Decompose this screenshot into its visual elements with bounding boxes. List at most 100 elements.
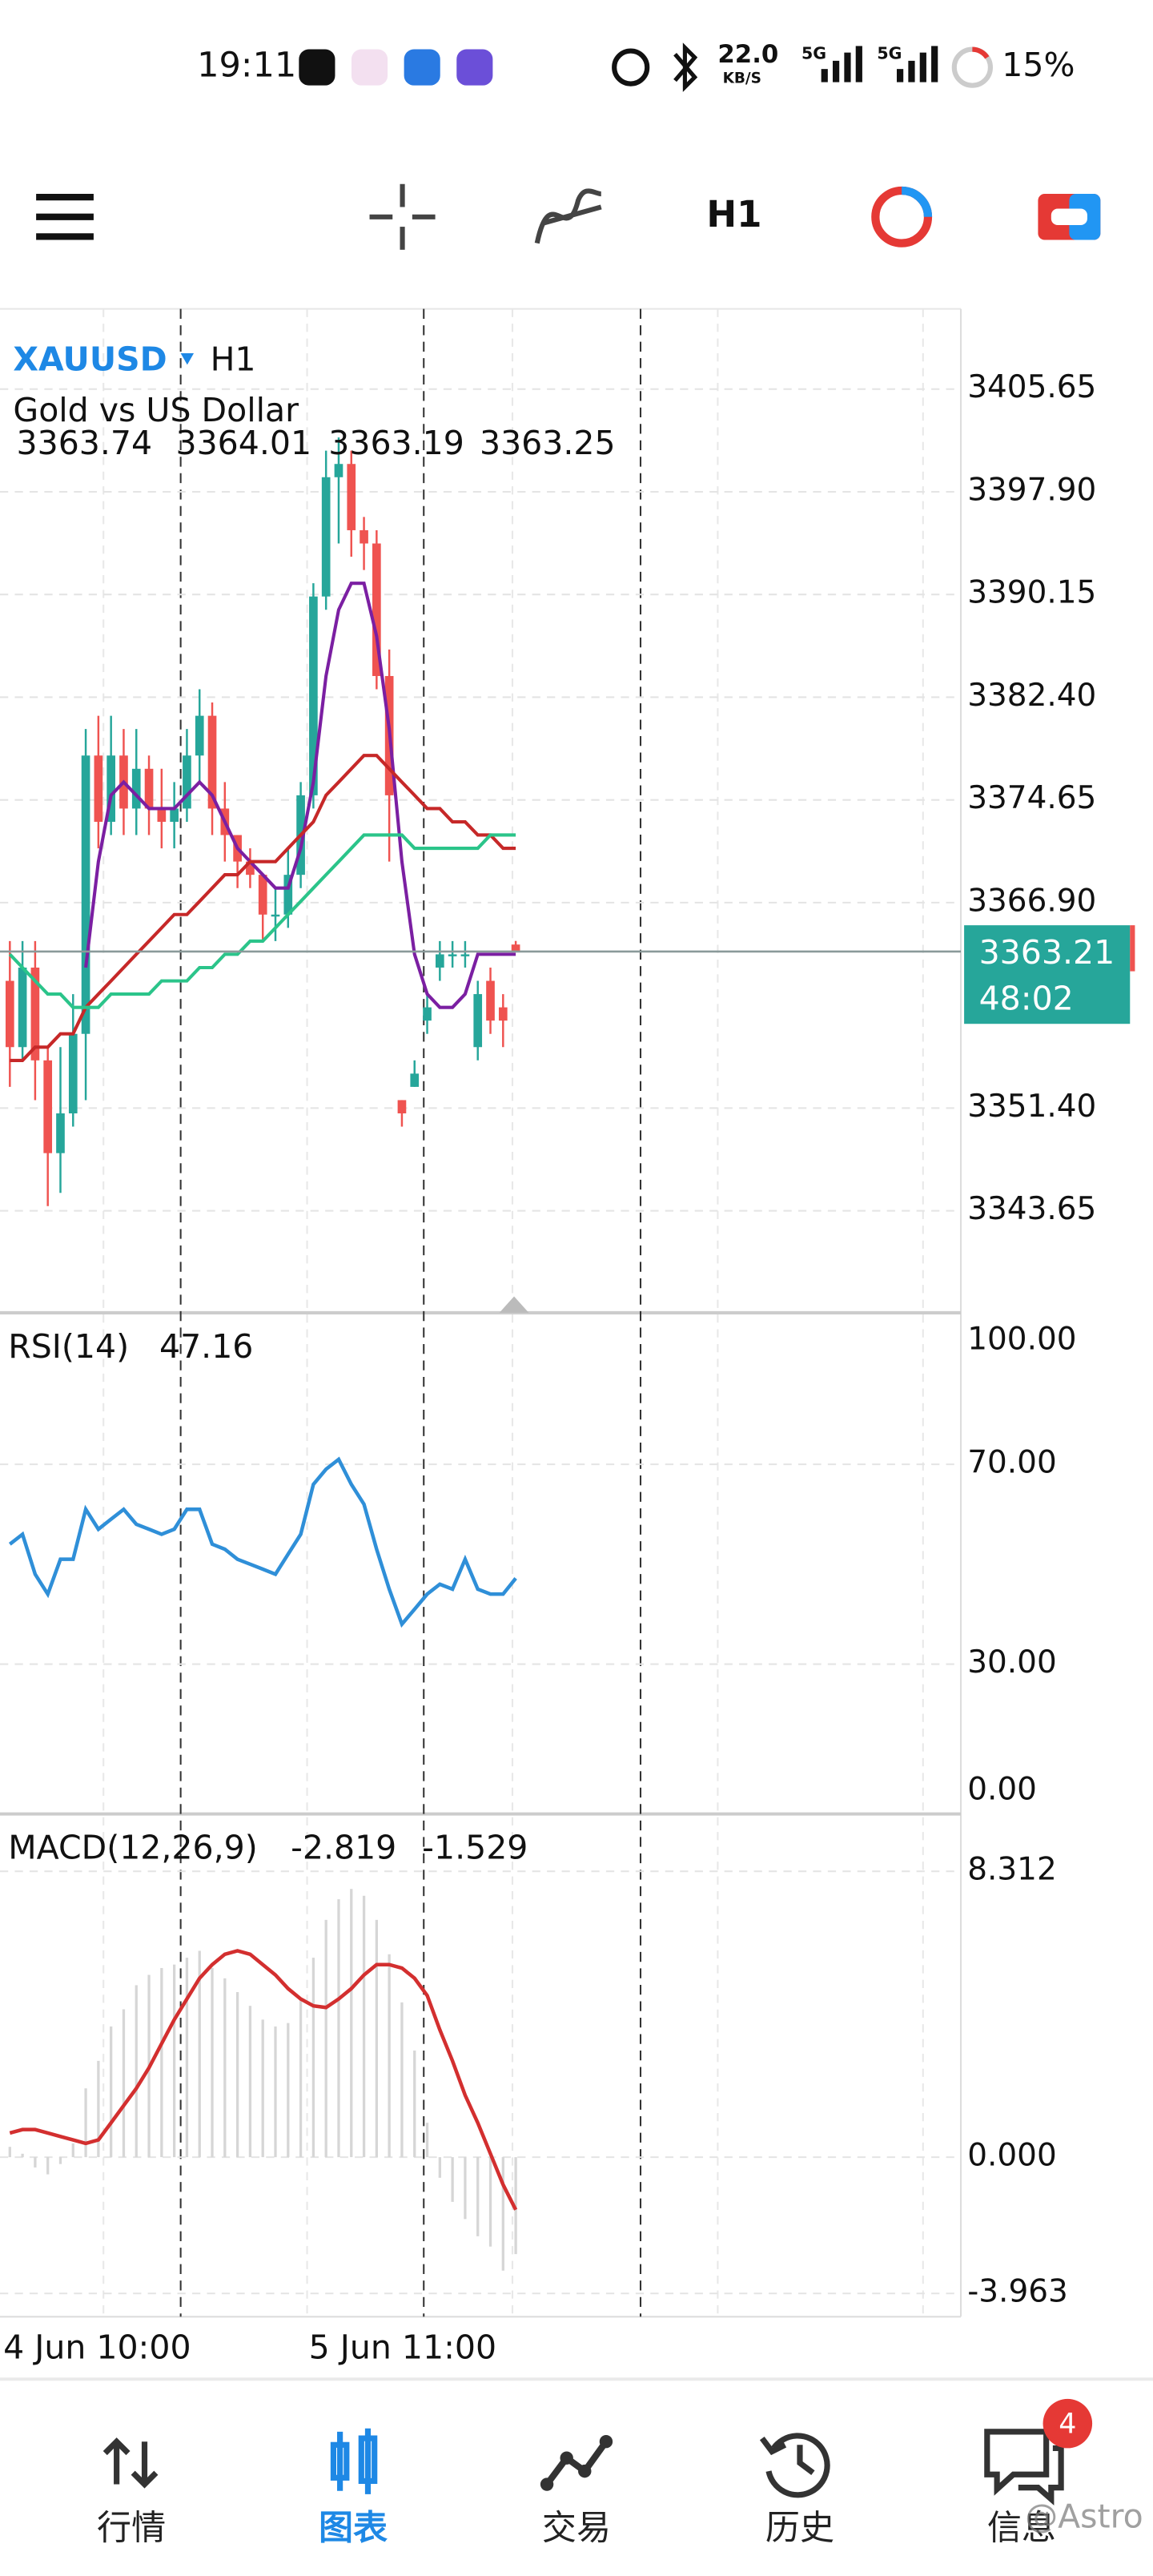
quotes-icon[interactable] [102, 2437, 159, 2489]
macd-bar [451, 2157, 454, 2202]
candle-body [43, 1060, 53, 1153]
battery-level [972, 46, 990, 59]
y-tick-label: 0.000 [967, 2138, 1057, 2174]
signal-line [9, 1949, 518, 2211]
macd-bar [211, 1967, 214, 2158]
trade-toggle-knob [1051, 208, 1087, 226]
badge-count: 4 [1059, 2409, 1076, 2441]
ohlc-open: 3363.74 [17, 424, 153, 462]
rsi-value: 47.16 [159, 1327, 253, 1366]
candle-body [473, 994, 483, 1048]
menu-button[interactable] [36, 194, 94, 240]
trade-icon[interactable] [544, 2439, 609, 2486]
macd-bar [8, 2147, 11, 2158]
nav-label[interactable]: 图表 [319, 2508, 388, 2548]
symbol-dropdown[interactable] [180, 353, 195, 365]
trade-icon-dots [540, 2435, 613, 2491]
app-icon [404, 49, 440, 86]
candle-body [271, 914, 280, 917]
macd-bar [84, 2088, 87, 2158]
nav-label[interactable]: 交易 [542, 2508, 611, 2548]
y-tick-label: 30.00 [967, 1644, 1057, 1680]
y-tick-label: 3382.40 [967, 678, 1096, 714]
macd-bar [198, 1950, 201, 2158]
macd-bar [324, 1919, 327, 2158]
y-tick-label: 70.00 [967, 1445, 1057, 1481]
nav-label[interactable]: 信息 [987, 2508, 1056, 2548]
candle-body [81, 755, 90, 1034]
macd-bar [425, 2123, 429, 2158]
signal-bars [897, 46, 938, 83]
crosshair-button[interactable] [369, 183, 436, 250]
y-tick-label: 3366.90 [967, 883, 1096, 919]
history-icon[interactable] [759, 2433, 830, 2498]
candle-body [56, 1113, 65, 1153]
macd-name: MACD(12,26,9) [8, 1829, 258, 1867]
y-tick-label: 3405.65 [967, 369, 1096, 405]
chart-icon[interactable] [330, 2428, 378, 2494]
candle-body [397, 1100, 407, 1113]
nav-label[interactable]: 历史 [765, 2508, 834, 2548]
price-badge-bg [964, 925, 1131, 1024]
macd-bar [248, 2006, 252, 2158]
macd-bar [375, 1919, 379, 2158]
y-tick-label: 100.00 [967, 1321, 1076, 1357]
candle-body [68, 1033, 78, 1113]
macd-bar [464, 2157, 467, 2220]
candle-body [30, 967, 40, 1061]
ohlc-close: 3363.25 [480, 424, 616, 462]
macd-bar [476, 2157, 480, 2236]
macd-bar [337, 1899, 340, 2158]
candle-body [5, 980, 14, 1048]
timeframe-button[interactable]: H1 [706, 193, 761, 235]
candle-body [94, 755, 103, 822]
candle-body [144, 768, 154, 809]
signal-bars [821, 46, 862, 83]
candle-body [183, 755, 191, 809]
candle-body [436, 954, 444, 968]
plot: 3405.65 3397.90 3390.15 3382.40 3374.65 3366.… [0, 369, 1096, 2310]
time-label: 4 Jun 10:00 [3, 2328, 191, 2366]
candle-body [131, 768, 141, 809]
macd-bar [97, 2060, 100, 2158]
bluetooth-icon [673, 42, 698, 92]
macd-bar [21, 2153, 24, 2158]
messages-icon[interactable] [984, 2429, 1064, 2506]
watermark: @Astro [1025, 2498, 1143, 2536]
price-badge-tip [1130, 925, 1135, 972]
badge [1043, 2398, 1093, 2449]
nav-bar [0, 2379, 1153, 2576]
macd-bar [350, 1889, 353, 2158]
candle-body [309, 596, 318, 795]
status-time: 19:11 [197, 46, 296, 86]
candle-body [283, 875, 293, 915]
price-badge: 3363.21 48:02 [964, 925, 1135, 1024]
nav-label[interactable]: 行情 [97, 2508, 166, 2548]
macd-bar [135, 1985, 138, 2158]
macd-bar [223, 1978, 227, 2158]
macd-bar [173, 1964, 176, 2158]
rsi-line [8, 1456, 517, 1628]
y-tick-label: 3374.65 [967, 780, 1096, 816]
candle-body [360, 529, 368, 544]
scroll-marker[interactable] [499, 1296, 529, 1313]
ohlc-high: 3364.01 [175, 424, 311, 462]
candle-body [195, 715, 204, 756]
vertical-grid [102, 308, 924, 2317]
macd-bar [388, 1954, 391, 2158]
indicators-button[interactable] [534, 188, 602, 244]
y-tick-label: 3351.40 [967, 1089, 1096, 1125]
macd-bar [71, 2143, 74, 2158]
y-tick-label: 3397.90 [967, 472, 1096, 508]
macd-bar [438, 2157, 441, 2178]
candle-body [157, 808, 167, 822]
candle-body [18, 967, 27, 1048]
candle-body [258, 875, 267, 915]
candle-body [486, 980, 495, 1021]
y-tick-label: 3343.65 [967, 1191, 1096, 1227]
macd-value: -2.819 [291, 1829, 396, 1867]
moving-average [10, 754, 516, 1062]
ohlc-low: 3363.19 [328, 424, 464, 462]
countdown: 48:02 [979, 980, 1074, 1018]
symbol[interactable]: XAUUSD [13, 340, 167, 378]
